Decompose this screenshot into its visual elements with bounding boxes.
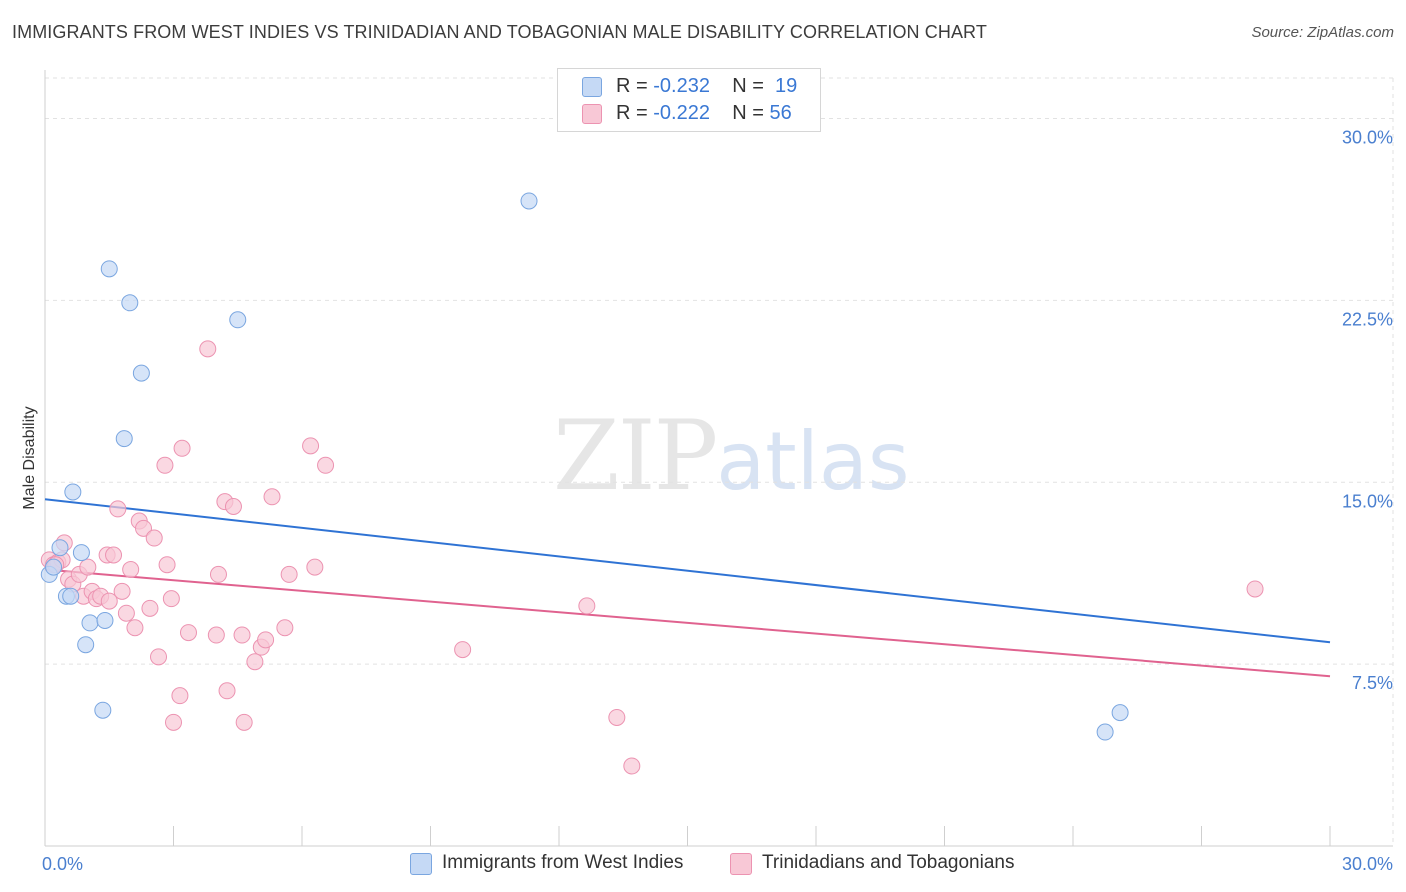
legend-r-label: R = bbox=[616, 75, 648, 97]
watermark-zip: ZIP bbox=[553, 400, 718, 512]
trend-layer bbox=[44, 498, 1331, 678]
y-tick-label-3: 30.0% bbox=[1342, 128, 1393, 148]
point-trinidadians-14 bbox=[100, 592, 118, 610]
point-trinidadians-22 bbox=[135, 519, 153, 537]
point-west-indies-2 bbox=[51, 539, 69, 557]
point-trinidadians-30 bbox=[171, 687, 189, 705]
point-trinidadians-36 bbox=[218, 682, 236, 700]
point-trinidadians-48 bbox=[306, 558, 324, 576]
watermark-atlas: atlas bbox=[716, 415, 910, 508]
point-trinidadians-46 bbox=[280, 565, 298, 583]
legend-text-trinidadians: R = -0.222 N = 56 bbox=[616, 102, 792, 125]
point-west-indies-7 bbox=[77, 636, 95, 654]
point-trinidadians-34 bbox=[209, 565, 227, 583]
chart-title: IMMIGRANTS FROM WEST INDIES VS TRINIDADI… bbox=[12, 22, 987, 42]
point-west-indies-12 bbox=[115, 430, 133, 448]
legend-n-value: 56 bbox=[769, 102, 792, 124]
point-layer bbox=[40, 192, 1264, 775]
legend-r-value: -0.222 bbox=[653, 102, 710, 124]
point-trinidadians-41 bbox=[246, 653, 264, 671]
axis-layer bbox=[44, 70, 1393, 847]
point-west-indies-14 bbox=[132, 364, 150, 382]
legend-swatch-pink bbox=[582, 104, 602, 124]
legend-r-label: R = bbox=[616, 102, 648, 124]
bottom-legend-swatch-pink bbox=[730, 853, 752, 875]
correlation-legend: R = -0.232 N = 19 R = -0.222 N = 56 bbox=[557, 68, 821, 132]
point-west-indies-9 bbox=[94, 701, 112, 719]
point-west-indies-13 bbox=[121, 294, 139, 312]
point-trinidadians-54 bbox=[1246, 580, 1264, 598]
legend-text-west-indies: R = -0.232 N = 19 bbox=[616, 75, 797, 98]
y-tick-label-0: 7.5% bbox=[1352, 673, 1393, 693]
point-trinidadians-16 bbox=[109, 500, 127, 518]
bottom-legend-label-west-indies: Immigrants from West Indies bbox=[442, 852, 684, 873]
legend-r-value: -0.232 bbox=[653, 75, 710, 97]
y-tick-label-2: 22.5% bbox=[1342, 309, 1393, 329]
point-trinidadians-50 bbox=[454, 641, 472, 659]
point-west-indies-18 bbox=[1111, 704, 1129, 722]
point-west-indies-11 bbox=[100, 260, 118, 278]
point-trinidadians-27 bbox=[158, 556, 176, 574]
point-trinidadians-18 bbox=[117, 604, 135, 622]
point-west-indies-4 bbox=[62, 587, 80, 605]
legend-n-label: N = bbox=[732, 102, 764, 124]
point-trinidadians-33 bbox=[199, 340, 217, 358]
bottom-legend-swatch-blue bbox=[410, 853, 432, 875]
point-trinidadians-9 bbox=[79, 558, 97, 576]
x-tick-label-max: 30.0% bbox=[1342, 854, 1393, 874]
point-trinidadians-17 bbox=[113, 582, 131, 600]
point-trinidadians-37 bbox=[207, 626, 225, 644]
bottom-legend-label-trinidadians: Trinidadians and Tobagonians bbox=[762, 852, 1015, 873]
source-label: Source: ZipAtlas.com bbox=[1251, 24, 1394, 41]
point-west-indies-10 bbox=[96, 611, 114, 629]
x-tick-label-min: 0.0% bbox=[42, 854, 83, 874]
y-tick-label-1: 15.0% bbox=[1342, 491, 1393, 511]
trend-line-trinidadians bbox=[44, 568, 1331, 678]
point-trinidadians-23 bbox=[141, 599, 159, 617]
point-trinidadians-25 bbox=[150, 648, 168, 666]
point-trinidadians-45 bbox=[276, 619, 294, 637]
point-trinidadians-47 bbox=[302, 437, 320, 455]
point-west-indies-16 bbox=[520, 192, 538, 210]
point-trinidadians-19 bbox=[122, 561, 140, 579]
point-west-indies-6 bbox=[72, 544, 90, 562]
point-trinidadians-49 bbox=[317, 456, 335, 474]
grid-layer bbox=[45, 77, 1394, 846]
point-trinidadians-52 bbox=[608, 708, 626, 726]
y-axis-label: Male Disability bbox=[21, 406, 38, 509]
legend-n-label: N = bbox=[732, 75, 764, 97]
point-west-indies-15 bbox=[229, 311, 247, 329]
point-trinidadians-39 bbox=[233, 626, 251, 644]
watermark: ZIPatlas bbox=[553, 400, 910, 512]
point-trinidadians-28 bbox=[162, 590, 180, 608]
point-trinidadians-53 bbox=[623, 757, 641, 775]
point-trinidadians-24 bbox=[145, 529, 163, 547]
point-trinidadians-31 bbox=[173, 439, 191, 457]
point-west-indies-5 bbox=[64, 483, 82, 501]
legend-n-value: 19 bbox=[775, 75, 798, 97]
point-trinidadians-29 bbox=[165, 713, 182, 731]
point-trinidadians-40 bbox=[235, 713, 253, 731]
point-west-indies-17 bbox=[1096, 723, 1114, 741]
trend-line-west-indies bbox=[44, 498, 1331, 644]
legend-swatch-blue bbox=[582, 77, 602, 97]
label-layer: 7.5% 15.0% 22.5% 30.0% 0.0% 30.0% Male Disabil… bbox=[21, 128, 1393, 875]
point-trinidadians-20 bbox=[126, 619, 144, 637]
point-trinidadians-38 bbox=[224, 498, 242, 515]
point-trinidadians-51 bbox=[578, 597, 596, 615]
point-trinidadians-32 bbox=[179, 624, 197, 642]
point-trinidadians-15 bbox=[105, 546, 123, 564]
point-west-indies-1 bbox=[45, 558, 63, 576]
point-trinidadians-43 bbox=[257, 631, 275, 649]
point-trinidadians-44 bbox=[263, 488, 281, 506]
point-trinidadians-26 bbox=[156, 456, 174, 474]
point-west-indies-8 bbox=[81, 614, 99, 632]
